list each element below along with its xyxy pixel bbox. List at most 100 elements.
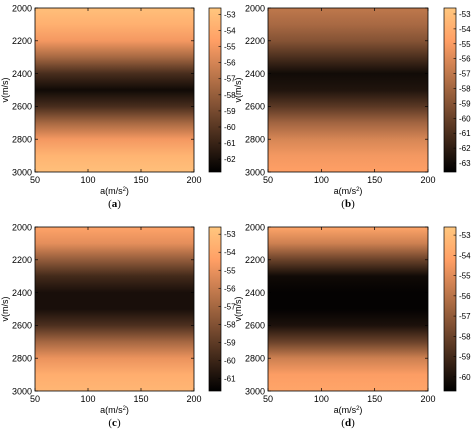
colorbar-tick-label: -55 (459, 40, 471, 49)
plot-frame (34, 7, 195, 173)
y-tick-label: 2200 (245, 36, 265, 46)
colorbar-tick-label: -53 (459, 231, 471, 240)
y-axis-label: v(m/s) (233, 297, 243, 322)
colorbar-frame (443, 226, 457, 392)
subplot-caption: (d) (341, 417, 355, 429)
y-tick-label: 3000 (245, 386, 265, 396)
plot-frame (267, 7, 429, 173)
colorbar-frame (443, 7, 457, 173)
colorbar-tick-label: -57 (224, 302, 236, 311)
y-tick-label: 3000 (12, 167, 32, 177)
colorbar-tick-label: -59 (459, 353, 471, 362)
x-tick-label: 150 (133, 394, 148, 404)
colorbar-tick-label: -58 (224, 91, 236, 100)
colorbar-tick-label: -58 (459, 85, 471, 94)
colorbar-tick-label: -57 (224, 75, 236, 84)
colorbar-tick-label: -56 (224, 59, 236, 68)
x-tick-label: 50 (263, 175, 273, 185)
colorbar-tick-label: -58 (224, 320, 236, 329)
colorbar-tick-label: -54 (459, 25, 471, 34)
colorbar-tick-label: -62 (224, 155, 236, 164)
x-tick-label: 200 (186, 175, 201, 185)
x-axis-label: a(m/s2) (100, 186, 129, 196)
colorbar: -53 -54 -55 -56 -57 -58 -59 -60 (443, 226, 471, 392)
x-tick-label: 100 (314, 175, 329, 185)
x-axis-label: a(m/s2) (334, 186, 363, 196)
colorbar-tick-label: -62 (459, 144, 471, 153)
colorbar-tick-label: -60 (459, 373, 471, 382)
y-tick-label: 3000 (245, 167, 265, 177)
y-tick-label: 2200 (12, 255, 32, 265)
colorbar-tick-label: -57 (459, 70, 471, 79)
heatmap-image (268, 227, 428, 391)
heatmap-image (268, 8, 428, 172)
colorbar-tick-label: -54 (459, 251, 471, 260)
y-tick-label: 2800 (12, 135, 32, 145)
colorbar-tick-label: -60 (224, 123, 236, 132)
colorbar-tick-label: -54 (224, 248, 236, 257)
colorbar-gradient (209, 227, 221, 391)
colorbar-tick-label: -55 (224, 266, 236, 275)
y-tick-label: 2800 (245, 135, 265, 145)
y-tick-label: 2200 (245, 255, 265, 265)
colorbar-tick-label: -56 (224, 284, 236, 293)
colorbar-tick-label: -60 (459, 114, 471, 123)
colorbar-tick-label: -63 (459, 159, 471, 168)
colorbar-tick-label: -53 (224, 10, 236, 19)
y-tick-label: 2000 (12, 3, 32, 13)
colorbar-gradient (444, 8, 456, 172)
colorbar-tick-label: -59 (459, 99, 471, 108)
colorbar-tick-label: -53 (459, 10, 471, 19)
x-tick-label: 150 (133, 175, 148, 185)
y-tick-label: 2600 (12, 102, 32, 112)
colorbar-tick-label: -57 (459, 312, 471, 321)
colorbar: -53 -54 -55 -56 -57 -58 -59 -60 -61 -62 -63 (443, 7, 471, 173)
y-tick-label: 2400 (245, 288, 265, 298)
colorbar-tick-label: -53 (224, 230, 236, 239)
y-tick-label: 2800 (12, 354, 32, 364)
x-tick-label: 150 (367, 394, 382, 404)
y-axis-label: v(m/s) (233, 78, 243, 103)
y-tick-label: 2600 (12, 321, 32, 331)
plot-frame (34, 226, 195, 392)
y-tick-label: 2000 (245, 3, 265, 13)
y-tick-label: 3000 (12, 386, 32, 396)
x-tick-label: 50 (30, 175, 40, 185)
x-tick-label: 150 (367, 175, 382, 185)
y-tick-label: 2600 (245, 321, 265, 331)
y-axis-label: v(m/s) (0, 78, 10, 103)
heatmap-image (35, 227, 194, 391)
subplot-caption: (b) (341, 198, 355, 210)
colorbar-tick-label: -56 (459, 55, 471, 64)
x-tick-label: 200 (420, 394, 435, 404)
colorbar: -53 -54 -55 -56 -57 -58 -59 -60 -61 -62 (208, 7, 236, 173)
colorbar-gradient (209, 8, 221, 172)
x-tick-label: 100 (80, 175, 95, 185)
x-tick-label: 200 (186, 394, 201, 404)
heatmap-image (35, 8, 194, 172)
colorbar-tick-label: -55 (224, 43, 236, 52)
y-tick-label: 2800 (245, 354, 265, 364)
colorbar-frame (208, 7, 222, 173)
y-axis-label: v(m/s) (0, 297, 10, 322)
subplot-caption: (c) (108, 417, 121, 429)
colorbar-tick-label: -61 (224, 374, 236, 383)
y-tick-label: 2000 (245, 222, 265, 232)
colorbar-tick-label: -55 (459, 272, 471, 281)
colorbar: -53 -54 -55 -56 -57 -58 -59 -60 -61 (208, 226, 236, 392)
x-tick-label: 200 (420, 175, 435, 185)
colorbar-tick-label: -61 (459, 129, 471, 138)
colorbar-tick-label: -59 (224, 107, 236, 116)
y-tick-label: 2400 (12, 288, 32, 298)
x-tick-label: 50 (30, 394, 40, 404)
subplot-caption: (a) (108, 198, 121, 210)
y-tick-label: 2400 (245, 69, 265, 79)
colorbar-frame (208, 226, 222, 392)
colorbar-gradient (444, 227, 456, 391)
colorbar-tick-label: -58 (459, 332, 471, 341)
